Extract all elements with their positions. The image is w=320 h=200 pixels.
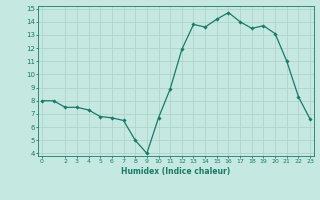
X-axis label: Humidex (Indice chaleur): Humidex (Indice chaleur) — [121, 167, 231, 176]
